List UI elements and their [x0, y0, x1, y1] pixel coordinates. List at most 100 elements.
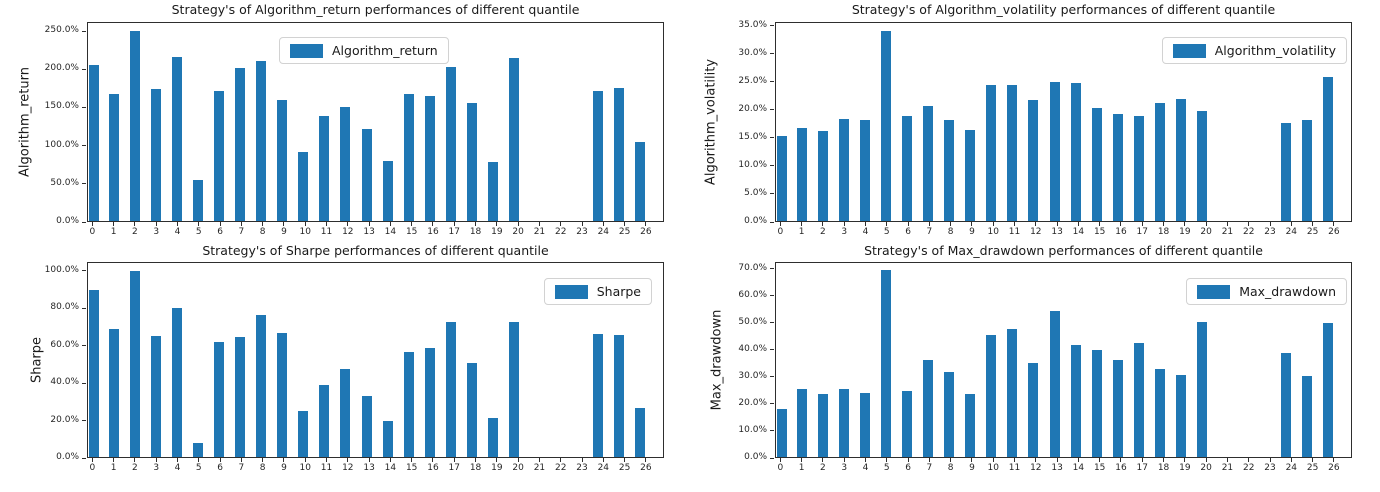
x-tick [822, 458, 824, 462]
x-tick-label: 25 [618, 463, 631, 473]
x-tick [347, 222, 349, 226]
bar [88, 289, 99, 457]
y-tick-label: 35.0% [738, 19, 767, 30]
y-tick-label: 100.0% [44, 264, 79, 275]
bar [403, 351, 414, 457]
x-tick-label: 18 [469, 227, 482, 237]
x-tick-label: 1 [110, 227, 117, 237]
y-tick [770, 109, 774, 111]
x-tick [1035, 222, 1037, 226]
bar [1028, 362, 1039, 457]
x-tick [1141, 458, 1143, 462]
bar [298, 411, 309, 457]
x-tick [389, 222, 391, 226]
x-tick [91, 458, 93, 462]
x-tick [950, 458, 952, 462]
bar [1007, 328, 1018, 457]
bar [923, 359, 934, 457]
bar [130, 30, 141, 221]
x-tick [864, 222, 866, 226]
x-tick-label: 22 [555, 463, 567, 473]
x-tick-label: 17 [448, 463, 460, 473]
y-tick [770, 349, 774, 351]
x-tick-label: 16 [427, 227, 439, 237]
x-tick [801, 222, 803, 226]
bar [298, 151, 309, 221]
y-tick [82, 183, 86, 185]
x-tick [779, 458, 781, 462]
chart-algorithm-volatility: Strategy's of Algorithm_volatility perfo… [704, 2, 1352, 237]
x-tick-label: 20 [1200, 463, 1212, 473]
x-tick [432, 222, 434, 226]
bar [424, 95, 435, 221]
y-tick-label: 40.0% [738, 343, 767, 354]
bar [1175, 375, 1186, 457]
legend: Algorithm_return [279, 37, 449, 64]
x-tick [1184, 458, 1186, 462]
bar [1196, 111, 1207, 221]
x-tick [411, 458, 413, 462]
y-tick-label: 150.0% [44, 101, 79, 112]
bar [88, 65, 99, 221]
x-tick-label: 2 [132, 463, 138, 473]
y-tick-label: 50.0% [738, 316, 767, 327]
x-tick [1163, 222, 1165, 226]
x-tick-label: 18 [469, 463, 482, 473]
bar [403, 93, 414, 221]
x-tick [91, 222, 93, 226]
x-tick [843, 458, 845, 462]
x-tick [432, 458, 434, 462]
y-tick [770, 165, 774, 167]
x-tick [1056, 458, 1058, 462]
y-tick-label: 50.0% [50, 177, 79, 188]
x-tick-label: 17 [1136, 463, 1148, 473]
chart-title: Strategy's of Algorithm_volatility perfo… [851, 2, 1276, 17]
x-tick-label: 1 [798, 463, 805, 473]
x-tick-label: 11 [1008, 463, 1021, 473]
x-tick [1269, 458, 1271, 462]
x-tick-label: 6 [217, 463, 223, 473]
y-tick-label: 15.0% [738, 131, 767, 142]
x-tick [1290, 458, 1292, 462]
x-tick [1269, 222, 1271, 226]
y-tick [82, 345, 86, 347]
x-tick [602, 458, 604, 462]
y-tick [770, 295, 774, 297]
x-tick [155, 222, 157, 226]
bar [1322, 323, 1333, 457]
y-tick [770, 430, 774, 432]
bar [151, 336, 162, 457]
bar [1280, 122, 1291, 221]
x-tick [155, 458, 157, 462]
bar [130, 270, 141, 457]
x-tick [517, 458, 519, 462]
x-tick-label: 4 [174, 463, 181, 473]
x-tick-label: 9 [969, 463, 975, 473]
y-tick-label: 20.0% [738, 103, 767, 114]
y-tick-label: 25.0% [738, 75, 767, 86]
x-tick [843, 222, 845, 226]
bar [613, 334, 624, 457]
legend-label: Sharpe [596, 284, 641, 299]
x-tick-label: 15 [1093, 463, 1106, 473]
y-tick [770, 457, 774, 459]
x-tick [198, 222, 200, 226]
x-tick [326, 458, 328, 462]
y-tick [82, 106, 86, 108]
x-tick [453, 458, 455, 462]
x-tick-label: 8 [947, 227, 954, 237]
x-tick [560, 458, 562, 462]
x-tick [907, 458, 909, 462]
x-tick-label: 1 [798, 227, 805, 237]
y-axis-label: Algorithm_return [17, 67, 33, 177]
y-tick [82, 68, 86, 70]
x-tick-label: 26 [640, 227, 652, 237]
y-tick-label: 0.0% [744, 452, 767, 462]
x-tick-label: 3 [841, 463, 848, 473]
x-tick [801, 458, 803, 462]
x-tick [1333, 458, 1335, 462]
x-tick-label: 13 [363, 227, 375, 237]
x-tick [864, 458, 866, 462]
x-tick-label: 20 [512, 463, 524, 473]
bar [151, 88, 162, 221]
